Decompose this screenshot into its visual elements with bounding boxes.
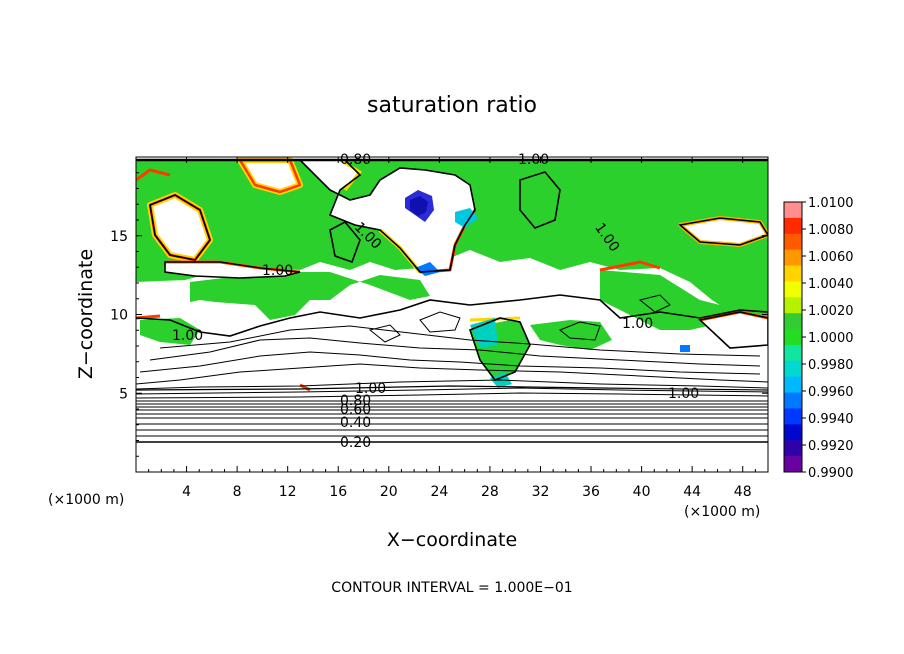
colorbar-tick-label: 1.0020 (808, 304, 854, 319)
contour-label: 1.00 (172, 328, 203, 344)
colorbar-tick-label: 0.9900 (808, 466, 854, 481)
colorbar (783, 201, 803, 473)
y-axis-label: Z−coordinate (75, 249, 97, 379)
colorbar-swatch (784, 424, 802, 441)
colorbar-tick-label: 0.9920 (808, 439, 854, 454)
colorbar-swatch (784, 329, 802, 346)
contour-label: 1.00 (668, 386, 699, 402)
y-tick-label: 5 (119, 386, 128, 402)
colorbar-swatch (784, 456, 802, 473)
saturation-contours (136, 158, 768, 391)
colorbar-swatch (784, 376, 802, 394)
x-axis-label: X−coordinate (387, 529, 517, 551)
colorbar-tick-label: 0.9980 (808, 358, 854, 373)
colorbar-swatch (784, 281, 802, 298)
y-tick-label: 15 (110, 229, 128, 245)
x-tick-label: 4 (182, 484, 191, 500)
colorbar-swatch (784, 408, 802, 425)
colorbar-swatch (784, 313, 802, 330)
contour-label: 0.60 (340, 402, 371, 418)
region-white-mid-center (410, 295, 610, 328)
colorbar-ticks: 1.0100 1.0080 1.0060 1.0040 1.0020 1.0000 0.99… (802, 196, 854, 481)
x-tick-label: 16 (329, 484, 347, 500)
colorbar-tick-label: 1.0000 (808, 331, 854, 346)
contour-label: 1.00 (355, 381, 386, 397)
colorbar-swatch (784, 217, 802, 235)
region-left-green-small (140, 318, 200, 345)
colorbar-tick-label: 1.0080 (808, 223, 854, 238)
contour-label: 0.20 (340, 435, 371, 451)
colorbar-tick-label: 0.9940 (808, 412, 854, 427)
contour-label: 0.40 (340, 415, 371, 431)
x-tick-label: 28 (481, 484, 499, 500)
contour-label: 1.00 (262, 263, 293, 279)
colorbar-swatch (784, 202, 802, 219)
contour-label: 1.00 (518, 152, 549, 168)
colorbar-swatch (784, 249, 802, 267)
x-tick-label: 48 (734, 484, 752, 500)
x-tick-label: 32 (532, 484, 550, 500)
region-white-right-mid (700, 312, 768, 348)
colorbar-tick-label: 1.0040 (808, 277, 854, 292)
colorbar-swatch (784, 297, 802, 314)
x-tick-label: 24 (430, 484, 448, 500)
x-tick-label: 12 (279, 484, 297, 500)
contour-interval-note: CONTOUR INTERVAL = 1.000E−01 (331, 580, 572, 596)
x-unit-label-left: (×1000 m) (48, 492, 124, 508)
x-tick-label: 40 (633, 484, 651, 500)
colorbar-swatch (784, 344, 802, 362)
region-white-right-top (680, 218, 768, 245)
colorbar-swatch (784, 440, 802, 457)
heatmap-field (136, 157, 768, 472)
x-tick-label: 8 (233, 484, 242, 500)
region-white-strip-mid (165, 262, 300, 278)
colorbar-swatch (784, 233, 802, 251)
x-tick-label: 20 (380, 484, 398, 500)
x-tick-label: 36 (582, 484, 600, 500)
contour-label: 1.00 (622, 316, 653, 332)
x-tick-label: 44 (683, 484, 701, 500)
colorbar-swatch (784, 392, 802, 409)
colorbar-tick-label: 0.9960 (808, 385, 854, 400)
colorbar-swatch (784, 360, 802, 378)
y-axis-ticks: 5 10 15 (110, 172, 768, 457)
chart-title: saturation ratio (367, 93, 537, 118)
x-axis-ticks: 4 8 12 16 20 24 28 32 36 40 44 48 (148, 157, 769, 500)
colorbar-swatch (784, 265, 802, 282)
x-unit-label-right: (×1000 m) (684, 504, 760, 520)
contour-label: 0.80 (340, 393, 371, 409)
colorbar-tick-label: 1.0100 (808, 196, 854, 211)
region-center-green-2 (530, 320, 612, 350)
region-cloud-hole-top (300, 160, 475, 272)
colorbar-tick-label: 1.0060 (808, 250, 854, 265)
region-mid-green (190, 272, 430, 320)
contour-label: 0.80 (340, 152, 371, 168)
contour-lines (136, 294, 768, 443)
y-tick-label: 10 (110, 308, 128, 324)
